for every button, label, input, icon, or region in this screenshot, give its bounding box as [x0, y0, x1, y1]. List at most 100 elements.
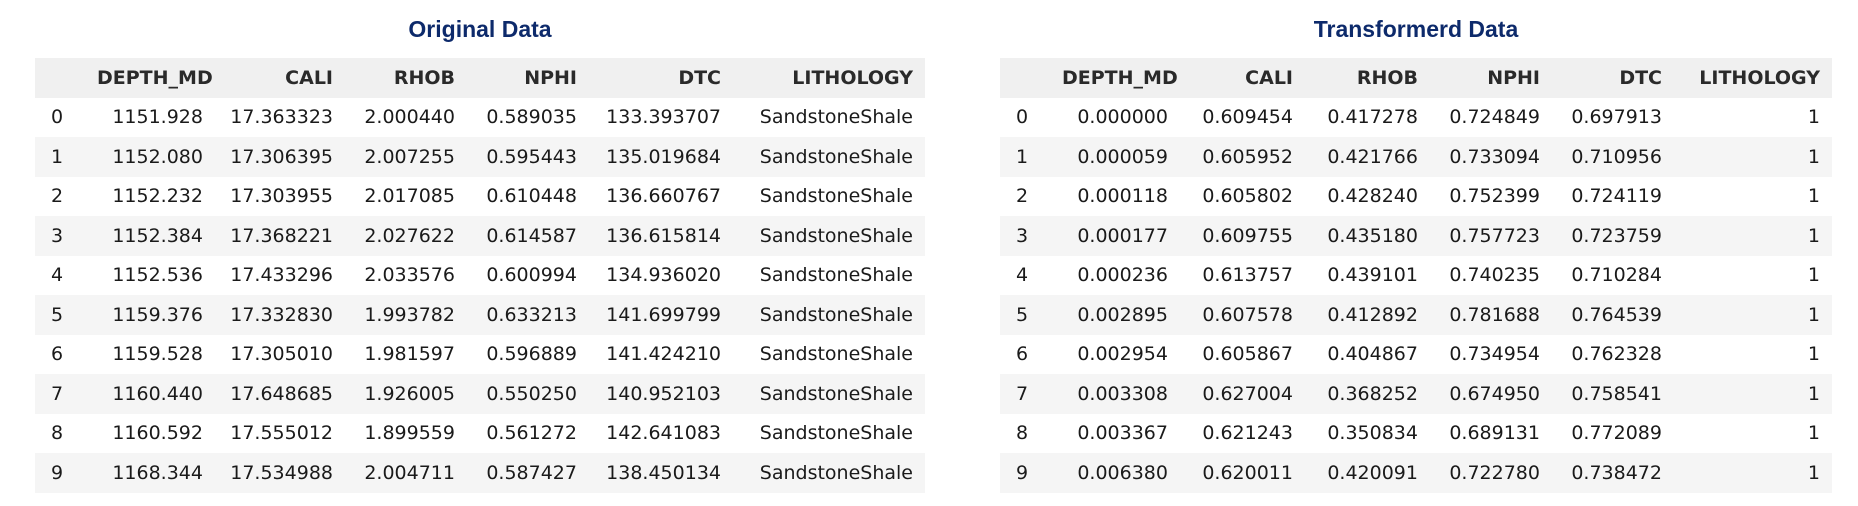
table-cell: 0.621243 [1202, 422, 1293, 445]
table-row: 5 1159.376 17.332830 1.993782 0.633213 141.69… [35, 295, 925, 335]
table-cell: 0.000177 [1077, 224, 1168, 247]
table-cell: 1160.440 [112, 382, 203, 405]
column-header: CALI [1245, 66, 1293, 89]
table-cell: 17.305010 [230, 343, 333, 366]
table-cell: 0.006380 [1077, 461, 1168, 484]
table-header: DEPTH_MD CALI RHOB NPHI DTC LITHOLOGY [1000, 58, 1832, 98]
column-header: NPHI [1487, 66, 1540, 89]
table-cell: 0.587427 [486, 461, 577, 484]
table-cell: 0.722780 [1449, 461, 1540, 484]
table-cell: 0.002954 [1077, 343, 1168, 366]
table-cell: 1152.080 [112, 145, 203, 168]
table-cell: 0.674950 [1449, 382, 1540, 405]
table-cell: 0.724849 [1449, 106, 1540, 129]
table-cell: 17.555012 [230, 422, 333, 445]
table-cell: 0.609755 [1202, 224, 1293, 247]
table-cell: 0.697913 [1571, 106, 1662, 129]
table-row: 2 0.000118 0.605802 0.428240 0.752399 0.72411… [1000, 176, 1832, 216]
table-cell: 0.752399 [1449, 185, 1540, 208]
table-cell: 0.764539 [1571, 303, 1662, 326]
table-cell: 0.781688 [1449, 303, 1540, 326]
table-cell: SandstoneShale [759, 422, 913, 445]
table-row: 8 0.003367 0.621243 0.350834 0.689131 0.77208… [1000, 413, 1832, 453]
table-cell: 0.733094 [1449, 145, 1540, 168]
table-cell: SandstoneShale [759, 461, 913, 484]
table-cell: 0.613757 [1202, 264, 1293, 287]
table-cell: 0.000118 [1077, 185, 1168, 208]
table-cell: 0.723759 [1571, 224, 1662, 247]
table-cell: SandstoneShale [759, 303, 913, 326]
table-cell: 138.450134 [606, 461, 721, 484]
table-body: 0 0.000000 0.609454 0.417278 0.724849 0.69791… [1000, 97, 1832, 493]
row-index: 4 [51, 264, 64, 287]
table-cell: 0.428240 [1327, 185, 1418, 208]
table-cell: 1160.592 [112, 422, 203, 445]
row-index: 9 [51, 461, 64, 484]
table-cell: 17.306395 [230, 145, 333, 168]
row-index: 8 [1016, 422, 1029, 445]
row-index: 5 [51, 303, 64, 326]
row-index: 5 [1016, 303, 1029, 326]
table-cell: 17.534988 [230, 461, 333, 484]
table-cell: 0.710956 [1571, 145, 1662, 168]
column-header: LITHOLOGY [792, 66, 913, 89]
table-cell: 17.332830 [230, 303, 333, 326]
table-cell: 0.627004 [1202, 382, 1293, 405]
table-cell: 0.595443 [486, 145, 577, 168]
table-row: 3 0.000177 0.609755 0.435180 0.757723 0.72375… [1000, 216, 1832, 256]
table-cell: SandstoneShale [759, 382, 913, 405]
table-cell: 0.738472 [1571, 461, 1662, 484]
column-header: CALI [285, 66, 333, 89]
table-header: DEPTH_MD CALI RHOB NPHI DTC LITHOLOGY [35, 58, 925, 98]
table-cell: 0.404867 [1327, 343, 1418, 366]
table-cell: 0.610448 [486, 185, 577, 208]
column-header: RHOB [393, 66, 455, 89]
table-cell: 0.412892 [1327, 303, 1418, 326]
table-cell: 0.710284 [1571, 264, 1662, 287]
table-cell: 1.981597 [364, 343, 455, 366]
table-cell: 17.363323 [230, 106, 333, 129]
table-cell: 1 [1807, 264, 1820, 287]
table-cell: 1151.928 [112, 106, 203, 129]
table-cell: 0.762328 [1571, 343, 1662, 366]
table-cell: 0.420091 [1327, 461, 1418, 484]
row-index: 7 [51, 382, 64, 405]
column-header [35, 58, 85, 98]
table-cell: 0.000059 [1077, 145, 1168, 168]
table-cell: 0.421766 [1327, 145, 1418, 168]
table-cell: SandstoneShale [759, 106, 913, 129]
table-row: 4 1152.536 17.433296 2.033576 0.600994 134.93… [35, 255, 925, 295]
table-cell: 1.993782 [364, 303, 455, 326]
table-cell: 1 [1807, 145, 1820, 168]
table-cell: SandstoneShale [759, 343, 913, 366]
row-index: 1 [51, 145, 64, 168]
table-cell: 0.689131 [1449, 422, 1540, 445]
table-cell: 2.017085 [364, 185, 455, 208]
table-row: 1 1152.080 17.306395 2.007255 0.595443 135.01… [35, 137, 925, 177]
table-cell: 141.424210 [606, 343, 721, 366]
table-cell: 0.758541 [1571, 382, 1662, 405]
table-cell: 1 [1807, 382, 1820, 405]
table-cell: 0.605802 [1202, 185, 1293, 208]
original-data-title: Original Data [408, 16, 552, 42]
table-cell: 17.303955 [230, 185, 333, 208]
table-row: 6 0.002954 0.605867 0.404867 0.734954 0.76232… [1000, 334, 1832, 374]
table-cell: SandstoneShale [759, 145, 913, 168]
table-cell: 135.019684 [606, 145, 721, 168]
table-cell: 0.605952 [1202, 145, 1293, 168]
table-cell: 0.417278 [1327, 106, 1418, 129]
table-cell: 17.433296 [230, 264, 333, 287]
column-header [1000, 58, 1050, 98]
table-cell: 2.027622 [364, 224, 455, 247]
table-cell: 0.724119 [1571, 185, 1662, 208]
table-cell: 0.740235 [1449, 264, 1540, 287]
original-data-panel: Original Data DEPTH_MD CALI RHOB NPHI DTC LIT… [35, 0, 925, 493]
table-cell: 136.615814 [606, 224, 721, 247]
table-cell: 1168.344 [112, 461, 203, 484]
row-index: 1 [1016, 145, 1029, 168]
row-index: 3 [51, 224, 64, 247]
table-cell: 0.614587 [486, 224, 577, 247]
table-cell: 0.605867 [1202, 343, 1293, 366]
column-header: DEPTH_MD [97, 66, 213, 89]
table-cell: SandstoneShale [759, 224, 913, 247]
